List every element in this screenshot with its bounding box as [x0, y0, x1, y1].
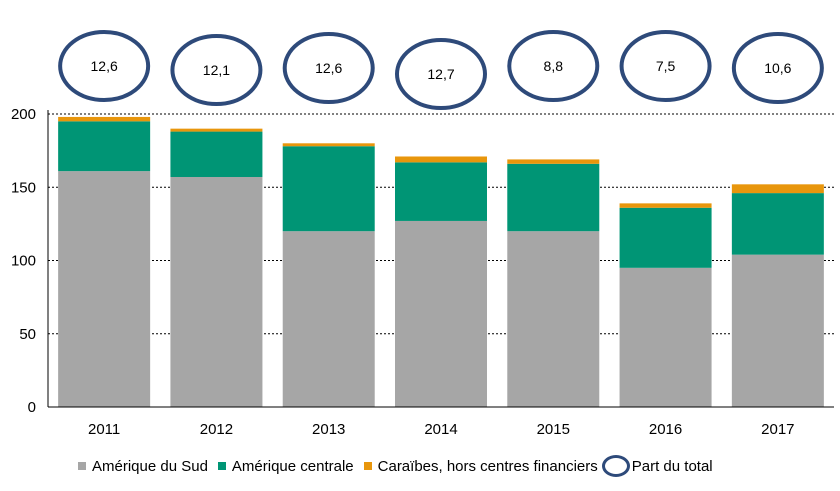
legend-label-south-america: Amérique du Sud	[92, 457, 208, 475]
share-circle	[731, 32, 824, 104]
share-circle	[619, 30, 712, 102]
y-tick-label: 200	[11, 106, 36, 123]
share-value-label: 12,7	[427, 66, 454, 82]
bar-segment	[619, 203, 712, 208]
share-value-label: 12,1	[203, 62, 230, 78]
bar-segment	[170, 131, 263, 177]
legend-label-central-america: Amérique centrale	[231, 457, 354, 475]
bar-segment	[58, 116, 151, 122]
legend-item-share: Part du total	[601, 455, 713, 477]
y-tick-label: 100	[11, 253, 36, 270]
share-value-label: 10,6	[764, 60, 791, 76]
legend-item-central-america: Amérique centrale	[217, 457, 354, 475]
share-value-label: 8,8	[544, 58, 564, 74]
legend: Amérique du Sud Amérique centrale Caraïb…	[78, 452, 713, 480]
x-tick-label: 2013	[312, 421, 345, 438]
bars	[58, 116, 824, 407]
bar-segment	[507, 159, 600, 164]
bar-segment	[58, 121, 151, 172]
x-axis-ticks: 2011 2012 2013 2014 2015 2016 2017	[88, 421, 795, 438]
legend-swatch-central-america	[217, 462, 226, 470]
x-tick-label: 2012	[200, 421, 233, 438]
legend-swatch-south-america	[78, 462, 86, 470]
bar-segment	[58, 171, 151, 407]
y-tick-label: 0	[28, 399, 36, 416]
legend-ring-icon	[601, 455, 630, 477]
bar-segment	[282, 146, 375, 232]
bar-segment	[282, 231, 375, 407]
bar-segment	[170, 176, 263, 407]
share-value-label: 12,6	[91, 58, 118, 74]
bar-segment	[395, 220, 487, 407]
legend-label-caribbean: Caraïbes, hors centres financiers	[377, 457, 598, 475]
legend-swatch-caribbean	[363, 462, 372, 470]
bar-segment	[282, 143, 375, 147]
bar-segment	[731, 193, 824, 255]
share-circle	[58, 30, 151, 102]
bar-segment	[170, 128, 263, 132]
y-tick-label: 50	[19, 326, 36, 343]
bar-segment	[619, 207, 712, 268]
x-tick-label: 2011	[88, 421, 120, 438]
share-circle	[395, 38, 487, 110]
y-axis-ticks: 0 50 100 150 200	[11, 106, 36, 416]
x-tick-label: 2014	[424, 421, 457, 438]
x-tick-label: 2016	[649, 421, 682, 438]
bar-segment	[731, 184, 824, 194]
bar-segment	[507, 163, 600, 232]
axes	[47, 110, 834, 408]
bar-segment	[731, 254, 824, 407]
y-tick-label: 150	[11, 179, 36, 196]
share-circles: 12,6 12,1 12,6 12,7 8,8 7,5 10,6	[58, 30, 824, 110]
share-circle	[507, 30, 600, 102]
legend-label-share: Part du total	[631, 457, 713, 475]
bar-segment	[619, 267, 712, 407]
bar-segment	[395, 162, 487, 221]
bar-segment	[395, 156, 487, 163]
share-value-label: 7,5	[656, 58, 676, 74]
bar-segment	[507, 231, 600, 407]
legend-item-caribbean: Caraïbes, hors centres financiers	[363, 457, 598, 475]
share-circle	[170, 34, 263, 106]
legend-item-south-america: Amérique du Sud	[78, 458, 208, 475]
share-circle	[282, 32, 375, 104]
share-value-label: 12,6	[315, 60, 342, 76]
x-tick-label: 2017	[761, 421, 794, 438]
x-tick-label: 2015	[537, 421, 570, 438]
